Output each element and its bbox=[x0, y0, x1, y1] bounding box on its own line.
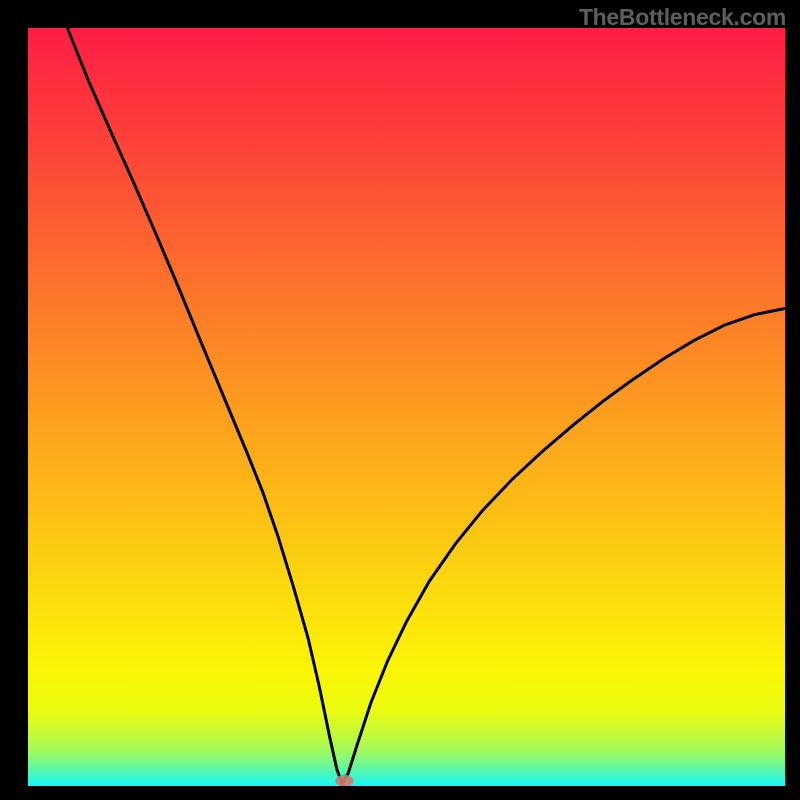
plot-svg bbox=[28, 28, 785, 786]
watermark-text: TheBottleneck.com bbox=[579, 4, 786, 31]
plot-area bbox=[28, 28, 785, 786]
gradient-background bbox=[28, 28, 785, 786]
